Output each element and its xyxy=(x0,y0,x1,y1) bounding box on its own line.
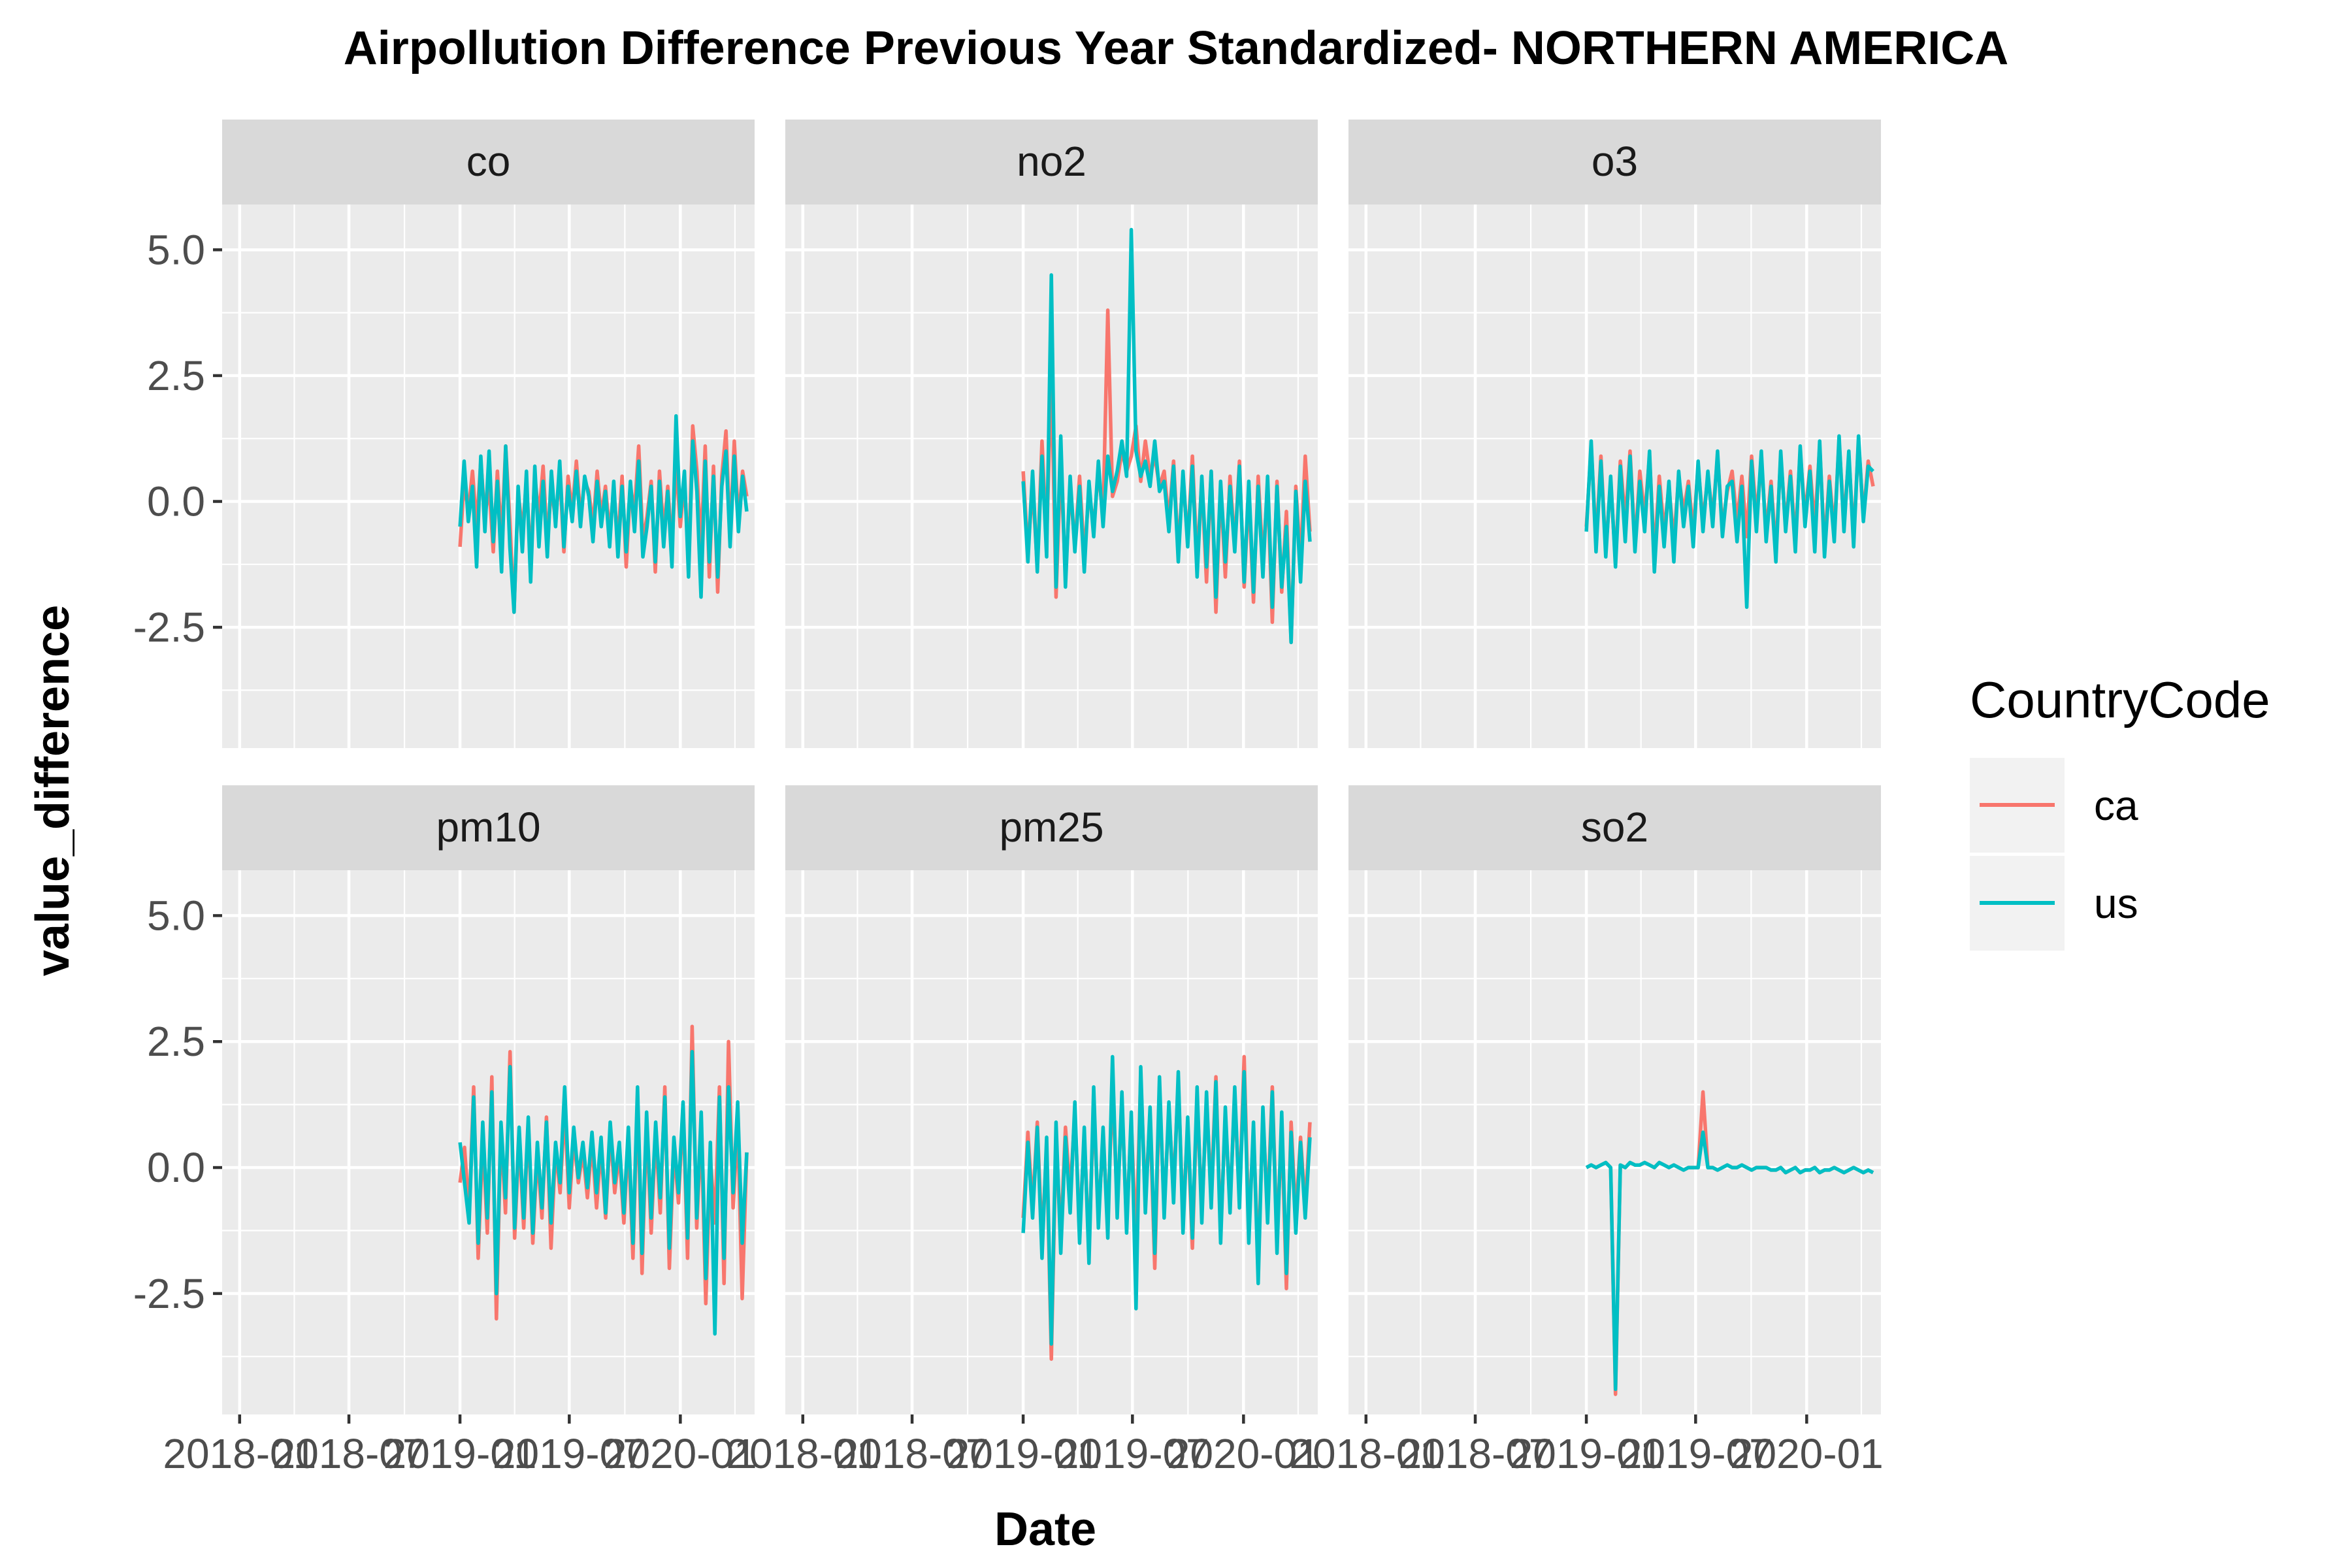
x-tick-label: 2019-07 xyxy=(1056,1430,1209,1477)
y-tick-label: 5.0 xyxy=(147,892,205,939)
x-tick-label: 2019-01 xyxy=(384,1430,537,1477)
facet-label: co xyxy=(466,138,511,185)
y-tick-label: 2.5 xyxy=(147,1018,205,1065)
x-axis-title: Date xyxy=(994,1503,1096,1556)
series-line-us xyxy=(1021,1054,1312,1346)
facet-panels: co 5.0 2.5 0.0 -2.5 no2 o3 pm10 5.0 2.5 0.0 -2.5 201… xyxy=(133,120,1884,1477)
y-tick-label: 2.5 xyxy=(147,352,205,399)
legend-title: CountryCode xyxy=(1970,671,2270,728)
facet-strip xyxy=(222,785,755,870)
facet-strip xyxy=(785,785,1318,870)
x-tick-label: 2019-01 xyxy=(1510,1430,1663,1477)
facet-label: no2 xyxy=(1017,138,1086,185)
facet-pm10: pm105.02.50.0-2.52018-012018-072019-0120… xyxy=(133,785,757,1477)
legend-label-ca: ca xyxy=(2094,782,2138,829)
x-tick-label: 2018-01 xyxy=(1289,1430,1443,1477)
x-tick-label: 2018-07 xyxy=(272,1430,426,1477)
facet-no2: no2 xyxy=(785,120,1318,748)
chart-title: Airpollution Difference Previous Year St… xyxy=(344,22,2008,74)
series-line-us xyxy=(458,1049,749,1336)
x-tick-label: 2018-07 xyxy=(1399,1430,1552,1477)
series-line-us xyxy=(1585,1130,1874,1392)
facet-strip xyxy=(222,120,755,204)
x-tick-label: 2018-07 xyxy=(836,1430,989,1477)
x-tick-label: 2019-07 xyxy=(1619,1430,1772,1477)
legend-label-us: us xyxy=(2094,880,2138,927)
y-axis-title: value_difference xyxy=(27,605,79,976)
x-tick-label: 2020-01 xyxy=(604,1430,757,1477)
x-tick-label: 2019-07 xyxy=(493,1430,646,1477)
facet-label: so2 xyxy=(1581,804,1648,851)
y-tick-label: -2.5 xyxy=(133,1270,205,1317)
facet-label: o3 xyxy=(1592,138,1638,185)
y-tick-label: 0.0 xyxy=(147,1144,205,1191)
x-tick-label: 2018-01 xyxy=(163,1430,316,1477)
facet-strip xyxy=(1348,120,1881,204)
facet-strip xyxy=(785,120,1318,204)
y-tick-label: -2.5 xyxy=(133,604,205,651)
x-tick-label: 2020-01 xyxy=(1730,1430,1884,1477)
x-tick-label: 2020-01 xyxy=(1167,1430,1320,1477)
x-tick-label: 2018-01 xyxy=(726,1430,879,1477)
facet-strip xyxy=(1348,785,1881,870)
legend: CountryCode ca us xyxy=(1970,671,2270,951)
series-line-us xyxy=(458,414,749,614)
y-tick-label: 0.0 xyxy=(147,478,205,525)
x-tick-label: 2019-01 xyxy=(947,1430,1100,1477)
facet-co: co 5.0 2.5 0.0 -2.5 xyxy=(133,120,755,748)
facet-o3: o3 xyxy=(1348,120,1881,748)
y-tick-label: 5.0 xyxy=(147,226,205,273)
facet-label: pm10 xyxy=(436,804,540,851)
facet-label: pm25 xyxy=(999,804,1103,851)
series-line-us xyxy=(1021,227,1312,644)
series-line-us xyxy=(1584,434,1874,610)
